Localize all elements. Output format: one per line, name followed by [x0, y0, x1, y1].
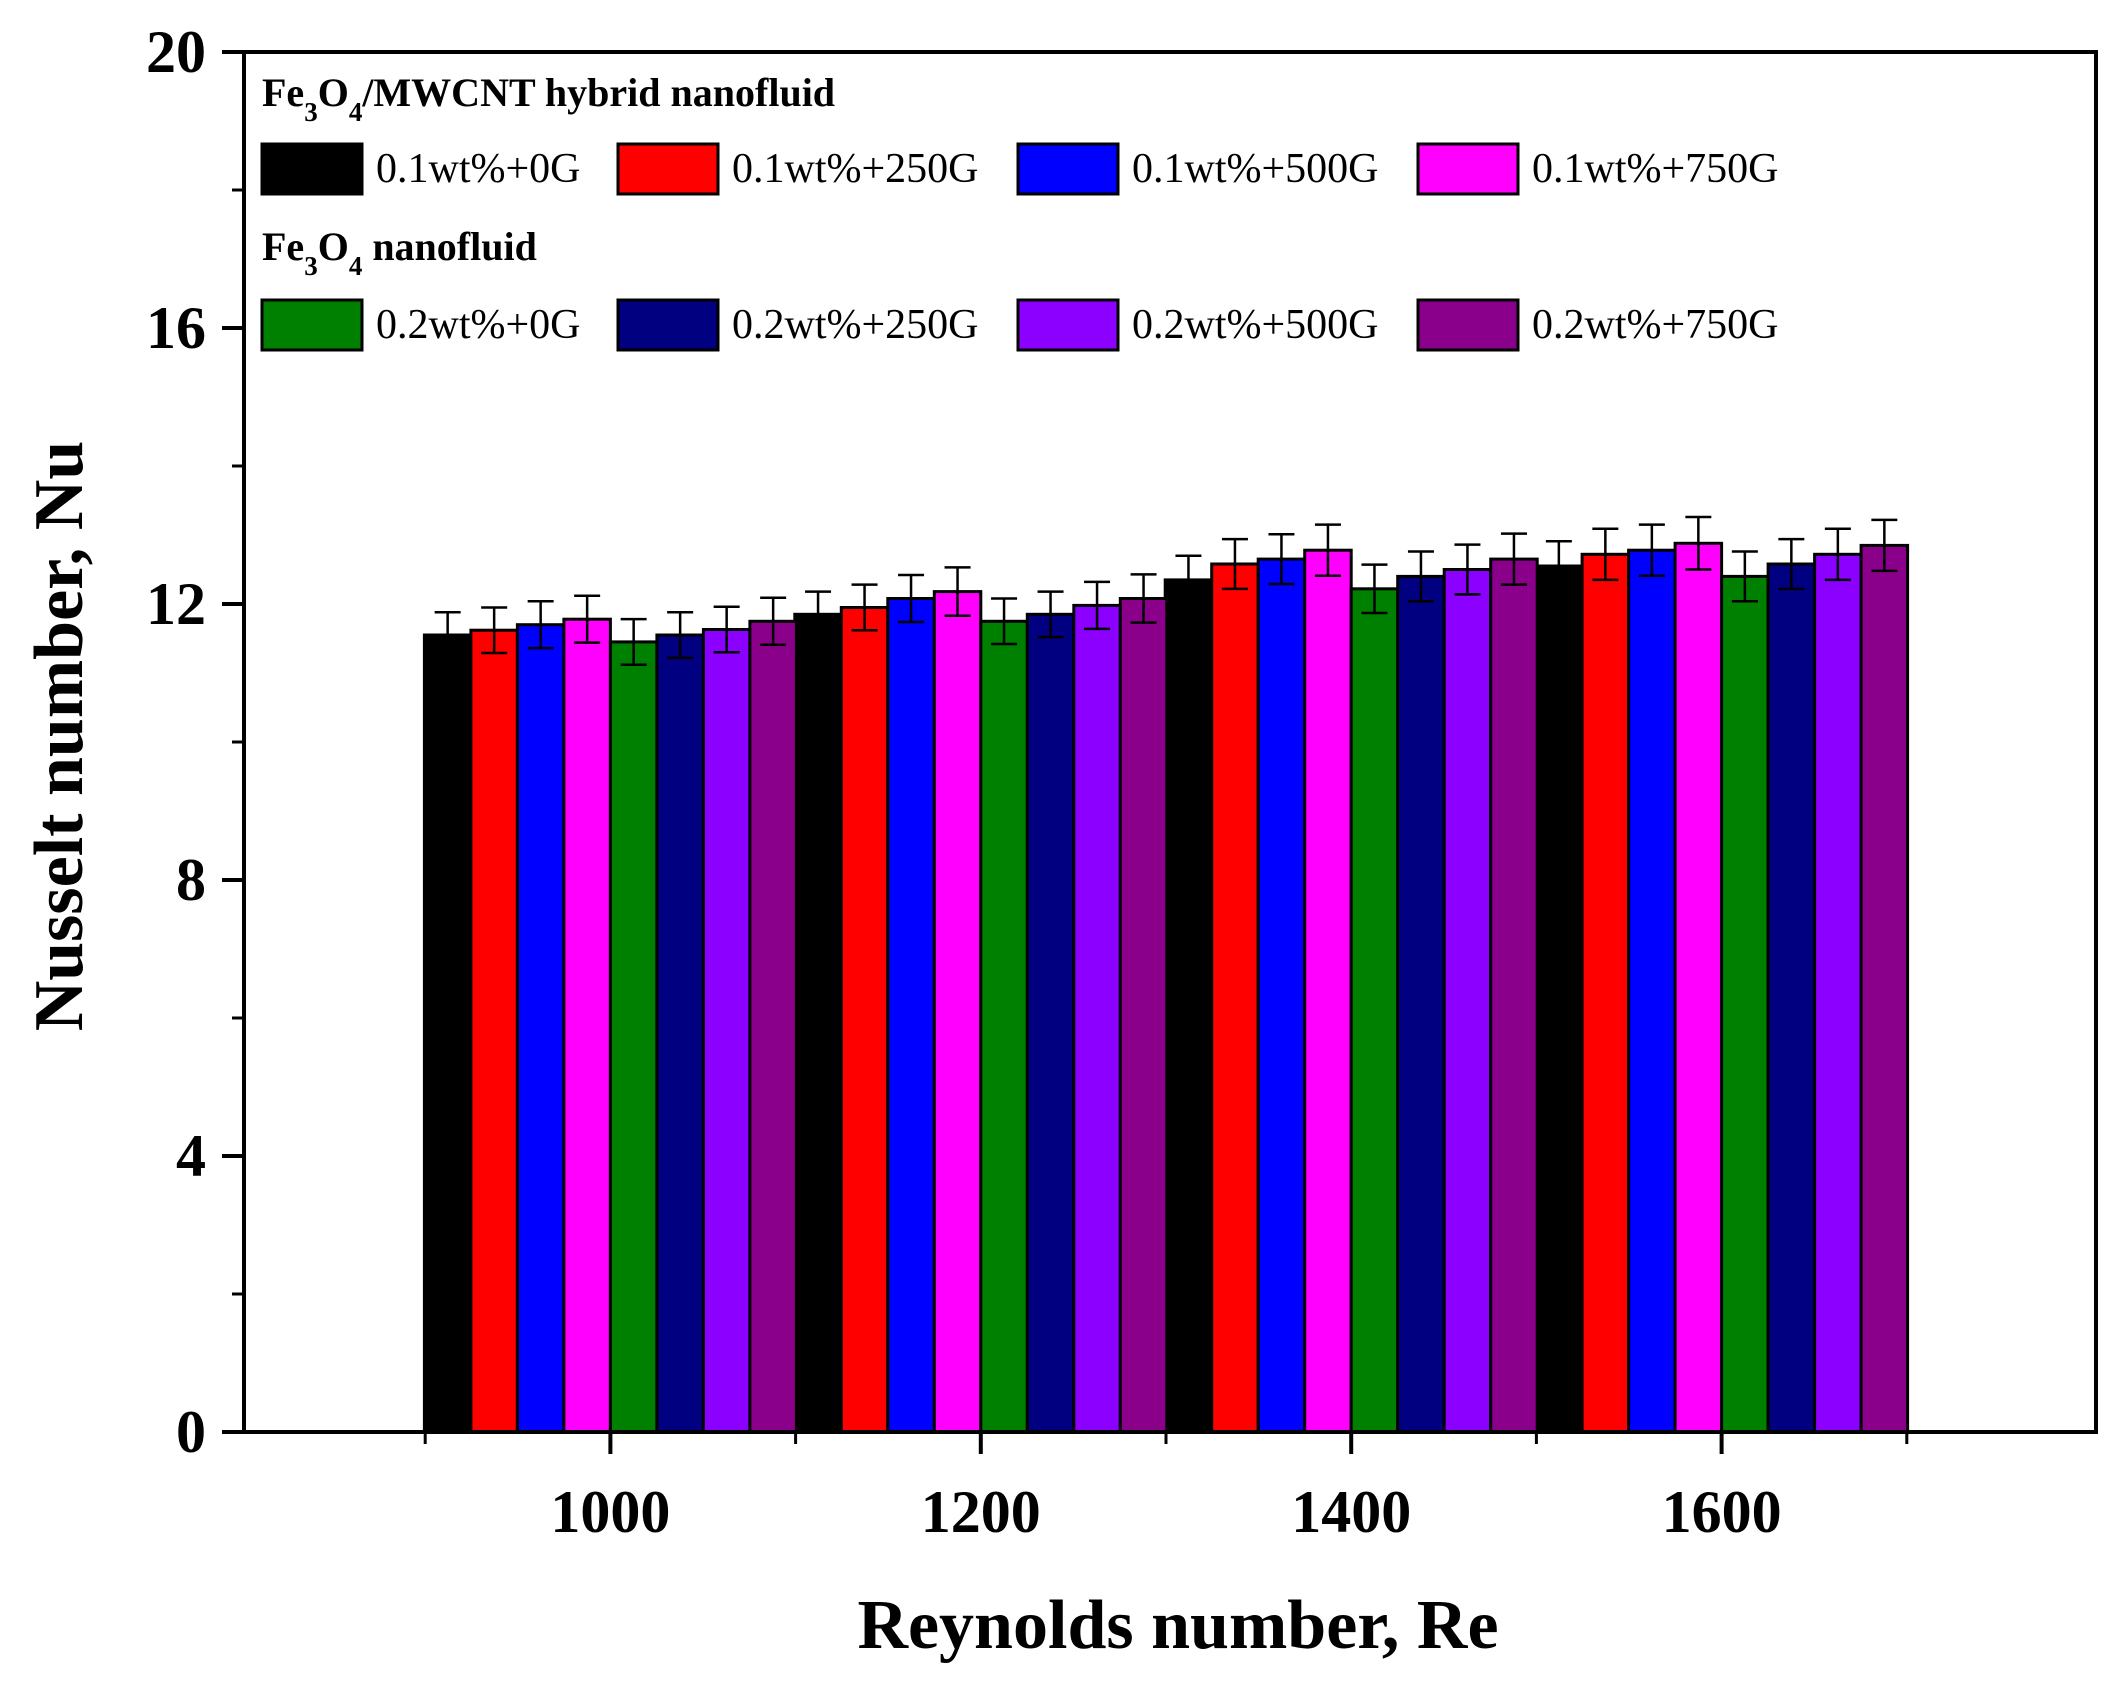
bar-0.2wt%+500G-1400 [1442, 568, 1493, 1434]
legend-label-0.1wt%+500G: 0.1wt%+500G [1132, 146, 1379, 192]
bar-0.2wt%+250G-1400 [1396, 574, 1446, 1434]
bar-0.2wt%+0G-1600 [1720, 574, 1770, 1434]
bar-0.2wt%+0G-1400 [1349, 587, 1400, 1434]
bar-0.2wt%+250G-1600 [1766, 562, 1817, 1434]
bar-0.1wt%+0G-1600 [1534, 564, 1584, 1434]
bar-0.2wt%+250G-1200 [1025, 612, 1076, 1434]
bar-0.2wt%+0G-1000 [608, 640, 659, 1434]
bar-0.2wt%+750G-1400 [1489, 557, 1539, 1434]
bar-0.1wt%+500G-1200 [886, 597, 936, 1434]
bar-0.1wt%+500G-1400 [1256, 557, 1307, 1434]
bar-0.1wt%+750G-1000 [562, 617, 612, 1434]
bar-0.1wt%+500G-1000 [515, 623, 566, 1434]
bar-0.2wt%+500G-1600 [1813, 552, 1863, 1434]
bar-0.1wt%+250G-1200 [839, 606, 890, 1434]
legend-label-0.2wt%+750G: 0.2wt%+750G [1532, 302, 1779, 348]
bar-0.1wt%+0G-1200 [793, 612, 843, 1434]
x-tick-label-1200: 1200 [921, 1479, 1041, 1545]
bar-0.2wt%+750G-1200 [1118, 597, 1169, 1434]
x-tick-label-1400: 1400 [1291, 1479, 1411, 1545]
legend-label-0.1wt%+0G: 0.1wt%+0G [376, 146, 581, 192]
legend-swatch-0.2wt%+0G [260, 298, 364, 352]
x-tick-label-1000: 1000 [550, 1479, 670, 1545]
bar-0.1wt%+0G-1400 [1163, 578, 1214, 1434]
legend-swatch-0.2wt%+250G [616, 298, 720, 352]
legend-label-0.1wt%+250G: 0.1wt%+250G [732, 146, 979, 192]
legend-group-title-1: Fe3O4 nanofluid [262, 224, 537, 281]
legend-swatch-0.1wt%+0G [260, 142, 364, 196]
legend-swatch-0.1wt%+500G [1016, 142, 1120, 196]
bar-0.1wt%+250G-1600 [1580, 552, 1631, 1434]
y-tick-label-0: 0 [176, 1399, 206, 1465]
legend-swatch-0.1wt%+750G [1416, 142, 1520, 196]
legend-label-0.1wt%+750G: 0.1wt%+750G [1532, 146, 1779, 192]
bar-0.1wt%+750G-1600 [1673, 541, 1724, 1434]
y-tick-label-16: 16 [146, 295, 206, 361]
legend-label-0.2wt%+250G: 0.2wt%+250G [732, 302, 979, 348]
bar-0.2wt%+250G-1000 [655, 633, 705, 1434]
bar-0.1wt%+500G-1600 [1627, 548, 1677, 1434]
bar-0.1wt%+750G-1200 [932, 590, 983, 1434]
y-tick-label-20: 20 [146, 19, 206, 85]
legend-swatch-0.1wt%+250G [616, 142, 720, 196]
bar-0.1wt%+250G-1400 [1210, 562, 1260, 1434]
bar-0.2wt%+750G-1000 [748, 619, 798, 1434]
bar-0.2wt%+500G-1200 [1072, 603, 1122, 1434]
bar-0.2wt%+0G-1200 [979, 619, 1029, 1434]
bar-0.1wt%+0G-1000 [422, 633, 473, 1434]
y-tick-label-4: 4 [176, 1123, 206, 1189]
legend-swatch-0.2wt%+500G [1016, 298, 1120, 352]
bar-0.1wt%+250G-1000 [469, 628, 519, 1434]
bar-0.2wt%+750G-1600 [1859, 543, 1910, 1434]
x-axis-title: Reynolds number, Re [857, 1587, 1498, 1664]
bar-0.1wt%+750G-1400 [1303, 548, 1353, 1434]
legend-group-title-0: Fe3O4/MWCNT hybrid nanofluid [262, 70, 835, 127]
legend-label-0.2wt%+500G: 0.2wt%+500G [1132, 302, 1379, 348]
bar-0.2wt%+500G-1000 [701, 628, 752, 1434]
legend-label-0.2wt%+0G: 0.2wt%+0G [376, 302, 581, 348]
y-tick-label-8: 8 [176, 847, 206, 913]
y-axis-title: Nusselt number, Nu [21, 441, 98, 1032]
legend-swatch-0.2wt%+750G [1416, 298, 1520, 352]
x-tick-label-1600: 1600 [1662, 1479, 1782, 1545]
y-tick-label-12: 12 [146, 571, 206, 637]
